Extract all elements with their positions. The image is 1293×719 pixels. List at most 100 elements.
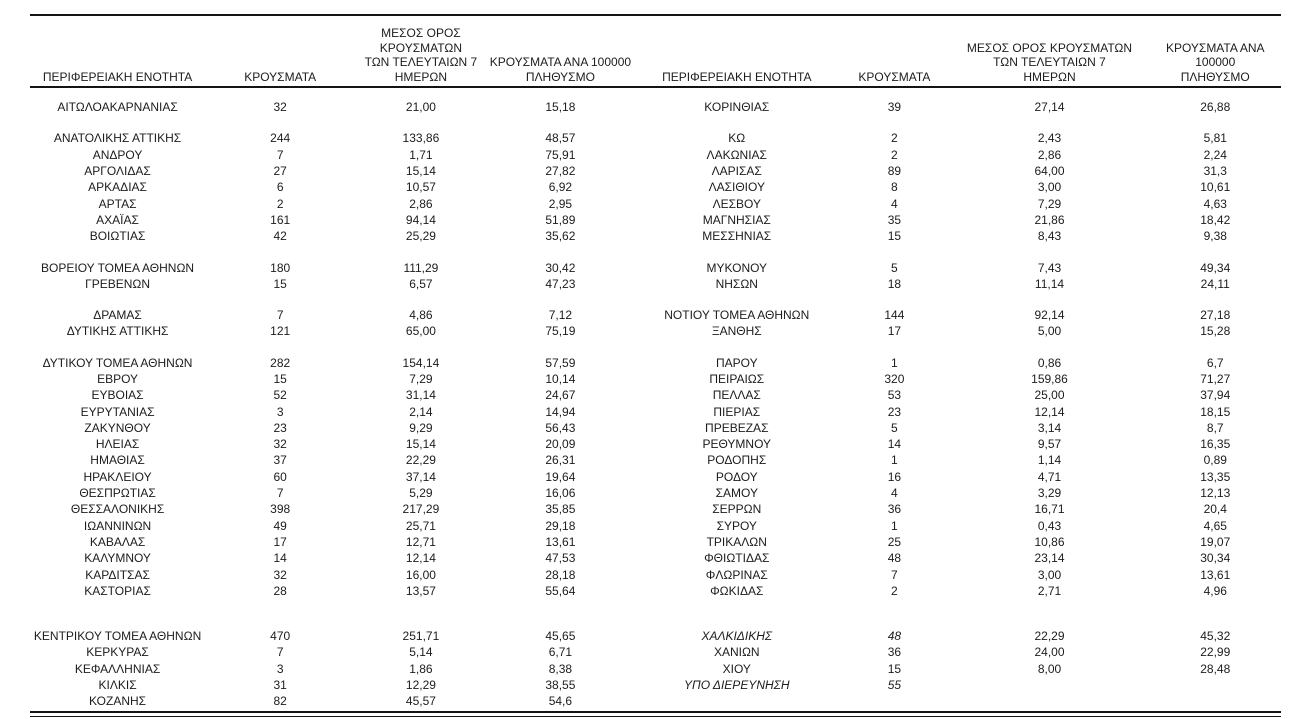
table-row: ΗΛΕΙΑΣ 32 15,14 20,09 ΡΕΘΥΜΝΟΥ 14 9,57 16,35 [30,436,1281,452]
right-avg7-cell: 0,86 [1037,355,1062,370]
col-header-region-left-label: ΠΕΡΙΦΕΡΕΙΑΚΗ ΕΝΟΤΗΤΑ [42,69,193,84]
left-cases-cell: 7 [276,645,284,660]
left-region-cell: ΚΑΒΑΛΑΣ [89,534,146,549]
right-cases-cell: 17 [887,324,902,339]
left-region-cell: ΓΡΕΒΕΝΩΝ [85,276,151,291]
right-cases-cell: 48 [887,629,902,644]
left-region-cell: ΗΡΑΚΛΕΙΟΥ [83,469,152,484]
left-per100k-cell: 51,89 [545,212,576,227]
right-avg7-cell: 11,14 [1034,276,1065,291]
left-avg7-cell: 111,29 [403,260,439,275]
left-per100k-cell: 75,19 [545,324,576,339]
left-avg7-cell: 10,57 [405,180,436,195]
right-per100k-cell: 18,15 [1200,404,1231,419]
left-cases-cell: 60 [273,469,287,484]
right-per100k-cell: 0,89 [1203,453,1227,468]
left-per100k-cell: 2,95 [548,196,573,211]
right-avg7-cell: 4,71 [1037,469,1062,484]
left-region-cell: ΚΕΡΚΥΡΑΣ [86,645,149,660]
left-region-cell: ΚΕΦΑΛΛΗΝΙΑΣ [74,661,161,676]
left-per100k-cell: 45,65 [545,629,576,644]
left-avg7-cell: 22,29 [405,453,436,468]
left-avg7-cell: 1,86 [409,661,433,676]
left-per100k-cell: 27,82 [545,164,576,179]
left-region-cell: ΕΒΡΟΥ [97,372,139,386]
left-cases-cell: 15 [273,372,287,386]
left-region-cell: ΚΑΛΥΜΝΟΥ [84,551,151,566]
right-cases-cell: 25 [887,534,902,549]
right-per100k-cell: 27,18 [1200,308,1231,323]
right-cases-cell: 15 [887,229,902,244]
col-header-region-right: ΠΕΡΙΦΕΡΕΙΑΚΗ ΕΝΟΤΗΤΑ [634,70,839,85]
right-avg7-cell: 159,86 [1031,372,1068,386]
right-per100k-cell: 45,32 [1200,629,1231,644]
right-avg7-cell: 92,14 [1034,308,1065,323]
left-per100k-cell: 13,61 [545,534,576,549]
left-cases-cell: 7 [276,486,284,501]
right-region-cell: ΣΑΜΟΥ [715,486,758,501]
left-region-cell: ΒΟΙΩΤΙΑΣ [89,229,146,244]
right-cases-cell: 1 [891,355,898,370]
left-per100k-cell: 54,6 [548,694,573,709]
col-header-region-left: ΠΕΡΙΦΕΡΕΙΑΚΗ ΕΝΟΤΗΤΑ [30,70,205,85]
left-per100k-cell: 19,64 [545,469,576,484]
left-region-cell: ΕΥΡΥΤΑΝΙΑΣ [80,404,155,419]
right-avg7-cell: 64,00 [1034,164,1065,179]
table-row: ΚΕΡΚΥΡΑΣ 7 5,14 6,71 ΧΑΝΙΩΝ 36 24,00 22,99 [30,644,1281,660]
right-cases-cell: 16 [887,469,902,484]
left-region-cell: ΑΡΤΑΣ [98,196,137,211]
right-avg7-cell: 25,00 [1034,388,1065,403]
left-avg7-cell: 94,14 [405,212,436,227]
right-cases-cell: 8 [891,180,898,195]
left-cases-cell: 161 [270,212,291,227]
left-cases-cell: 7 [276,147,284,162]
right-region-cell: ΧΑΛΚΙΔΙΚΗΣ [701,629,773,644]
right-avg7-cell: 2,86 [1037,147,1062,162]
col-header-per100k-right: ΚΡΟΥΣΜΑΤΑ ΑΝΑ 100000 ΠΛΗΘΥΣΜΟ [1150,41,1281,85]
left-avg7-cell: 25,29 [405,229,436,244]
left-avg7-cell: 37,14 [405,469,436,484]
right-avg7-cell: 0,43 [1037,518,1062,533]
table-row: ΔΥΤΙΚΗΣ ΑΤΤΙΚΗΣ 121 65,00 75,19 ΞΑΝΘΗΣ 17 5,00… [30,323,1281,339]
table-row: ΒΟΡΕΙΟΥ ΤΟΜΕΑ ΑΘΗΝΩΝ 180 111,29 30,42 ΜΥΚΟΝΟ… [30,259,1281,275]
regional-cases-table: ΠΕΡΙΦΕΡΕΙΑΚΗ ΕΝΟΤΗΤΑ ΚΡΟΥΣΜΑΤΑ ΜΕΣΟΣ ΟΡΟ… [30,14,1281,717]
left-per100k-cell: 8,38 [548,661,573,676]
right-cases-cell: 53 [887,388,902,403]
left-per100k-cell: 7,12 [548,308,573,323]
right-avg7-cell: 8,43 [1037,229,1062,244]
table-row: ΓΡΕΒΕΝΩΝ 15 6,57 47,23 ΝΗΣΩΝ 18 11,14 24,11 [30,276,1281,292]
left-per100k-cell: 6,71 [548,645,573,660]
left-region-cell: ΕΥΒΟΙΑΣ [91,388,144,403]
left-cases-cell: 180 [270,260,291,275]
right-cases-cell: 89 [887,164,902,179]
table-row: ΑΡΤΑΣ 2 2,86 2,95 ΛΕΣΒΟΥ 4 7,29 4,63 [30,195,1281,211]
left-region-cell: ΚΟΖΑΝΗΣ [89,694,147,709]
right-region-cell: ΛΑΚΩΝΙΑΣ [706,147,767,162]
left-cases-cell: 121 [270,324,291,339]
left-avg7-cell: 1,71 [409,147,433,162]
right-cases-cell: 1 [891,453,898,468]
right-region-cell: ΡΕΘΥΜΝΟΥ [702,437,772,452]
right-region-cell: ΦΛΩΡΙΝΑΣ [705,567,768,582]
left-cases-cell: 3 [276,404,284,419]
table-row: ΘΕΣΠΡΩΤΙΑΣ 7 5,29 16,06 ΣΑΜΟΥ 4 3,29 12,13 [30,485,1281,501]
right-cases-cell: 18 [887,276,902,291]
left-avg7-cell: 4,86 [409,308,433,323]
bottom-double-rule [30,710,1281,717]
left-per100k-cell: 47,23 [545,276,576,291]
right-region-cell: ΝΟΤΙΟΥ ΤΟΜΕΑ ΑΘΗΝΩΝ [664,308,810,323]
table-body: ΑΙΤΩΛΟΑΚΑΡΝΑΝΙΑΣ 32 21,00 15,18 ΚΟΡΙΝΘΙΑΣ 39 2… [30,88,1281,710]
left-per100k-cell: 29,18 [545,518,576,533]
right-per100k-cell: 22,99 [1200,645,1231,660]
left-region-cell: ΑΡΓΟΛΙΔΑΣ [84,164,151,179]
table-row: ΑΝΔΡΟΥ 7 1,71 75,91 ΛΑΚΩΝΙΑΣ 2 2,86 2,24 [30,147,1281,163]
left-per100k-cell: 48,57 [545,131,576,146]
left-per100k-cell: 6,92 [548,180,573,195]
table-row: ΚΑΡΔΙΤΣΑΣ 32 16,00 28,18 ΦΛΩΡΙΝΑΣ 7 3,00 13,61 [30,566,1281,582]
right-cases-cell: 39 [887,100,902,115]
right-cases-cell: 144 [884,308,905,323]
right-per100k-cell: 5,81 [1203,131,1227,146]
row-spacer [30,340,1281,355]
table-row: ΑΡΓΟΛΙΔΑΣ 27 15,14 27,82 ΛΑΡΙΣΑΣ 89 64,00 31,3 [30,163,1281,179]
left-per100k-cell: 55,64 [545,583,576,598]
